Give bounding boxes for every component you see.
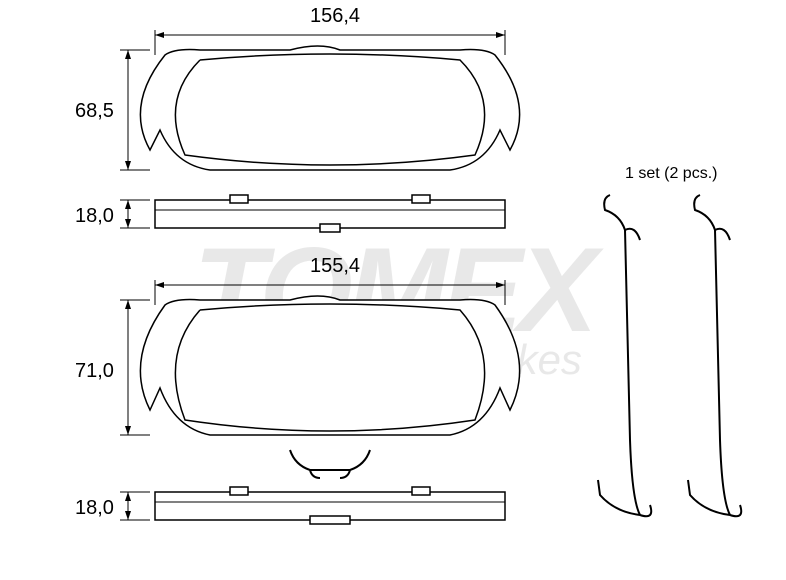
dim-bottom-thickness: 18,0	[75, 497, 114, 520]
set-info-label: 1 set (2 pcs.)	[625, 165, 717, 183]
technical-drawing	[0, 0, 786, 580]
dim-line-bottom-thickness	[120, 492, 150, 520]
dim-top-height: 68,5	[75, 100, 114, 123]
diagram-container: TOMEX brakes 156,4 68,5 18,0 155,4 71,0 …	[0, 0, 786, 580]
dim-bottom-height: 71,0	[75, 360, 114, 383]
dim-line-top-thickness	[120, 200, 150, 228]
brake-pad-bottom-front	[140, 296, 519, 435]
brake-pad-top-side	[155, 195, 505, 232]
brake-pad-top-front	[140, 46, 519, 170]
spring-clip-set	[598, 195, 741, 516]
dim-top-width: 156,4	[310, 5, 360, 28]
bottom-retaining-clip	[290, 450, 370, 478]
dim-top-thickness: 18,0	[75, 205, 114, 228]
dim-bottom-width: 155,4	[310, 255, 360, 278]
brake-pad-bottom-side	[155, 487, 505, 524]
